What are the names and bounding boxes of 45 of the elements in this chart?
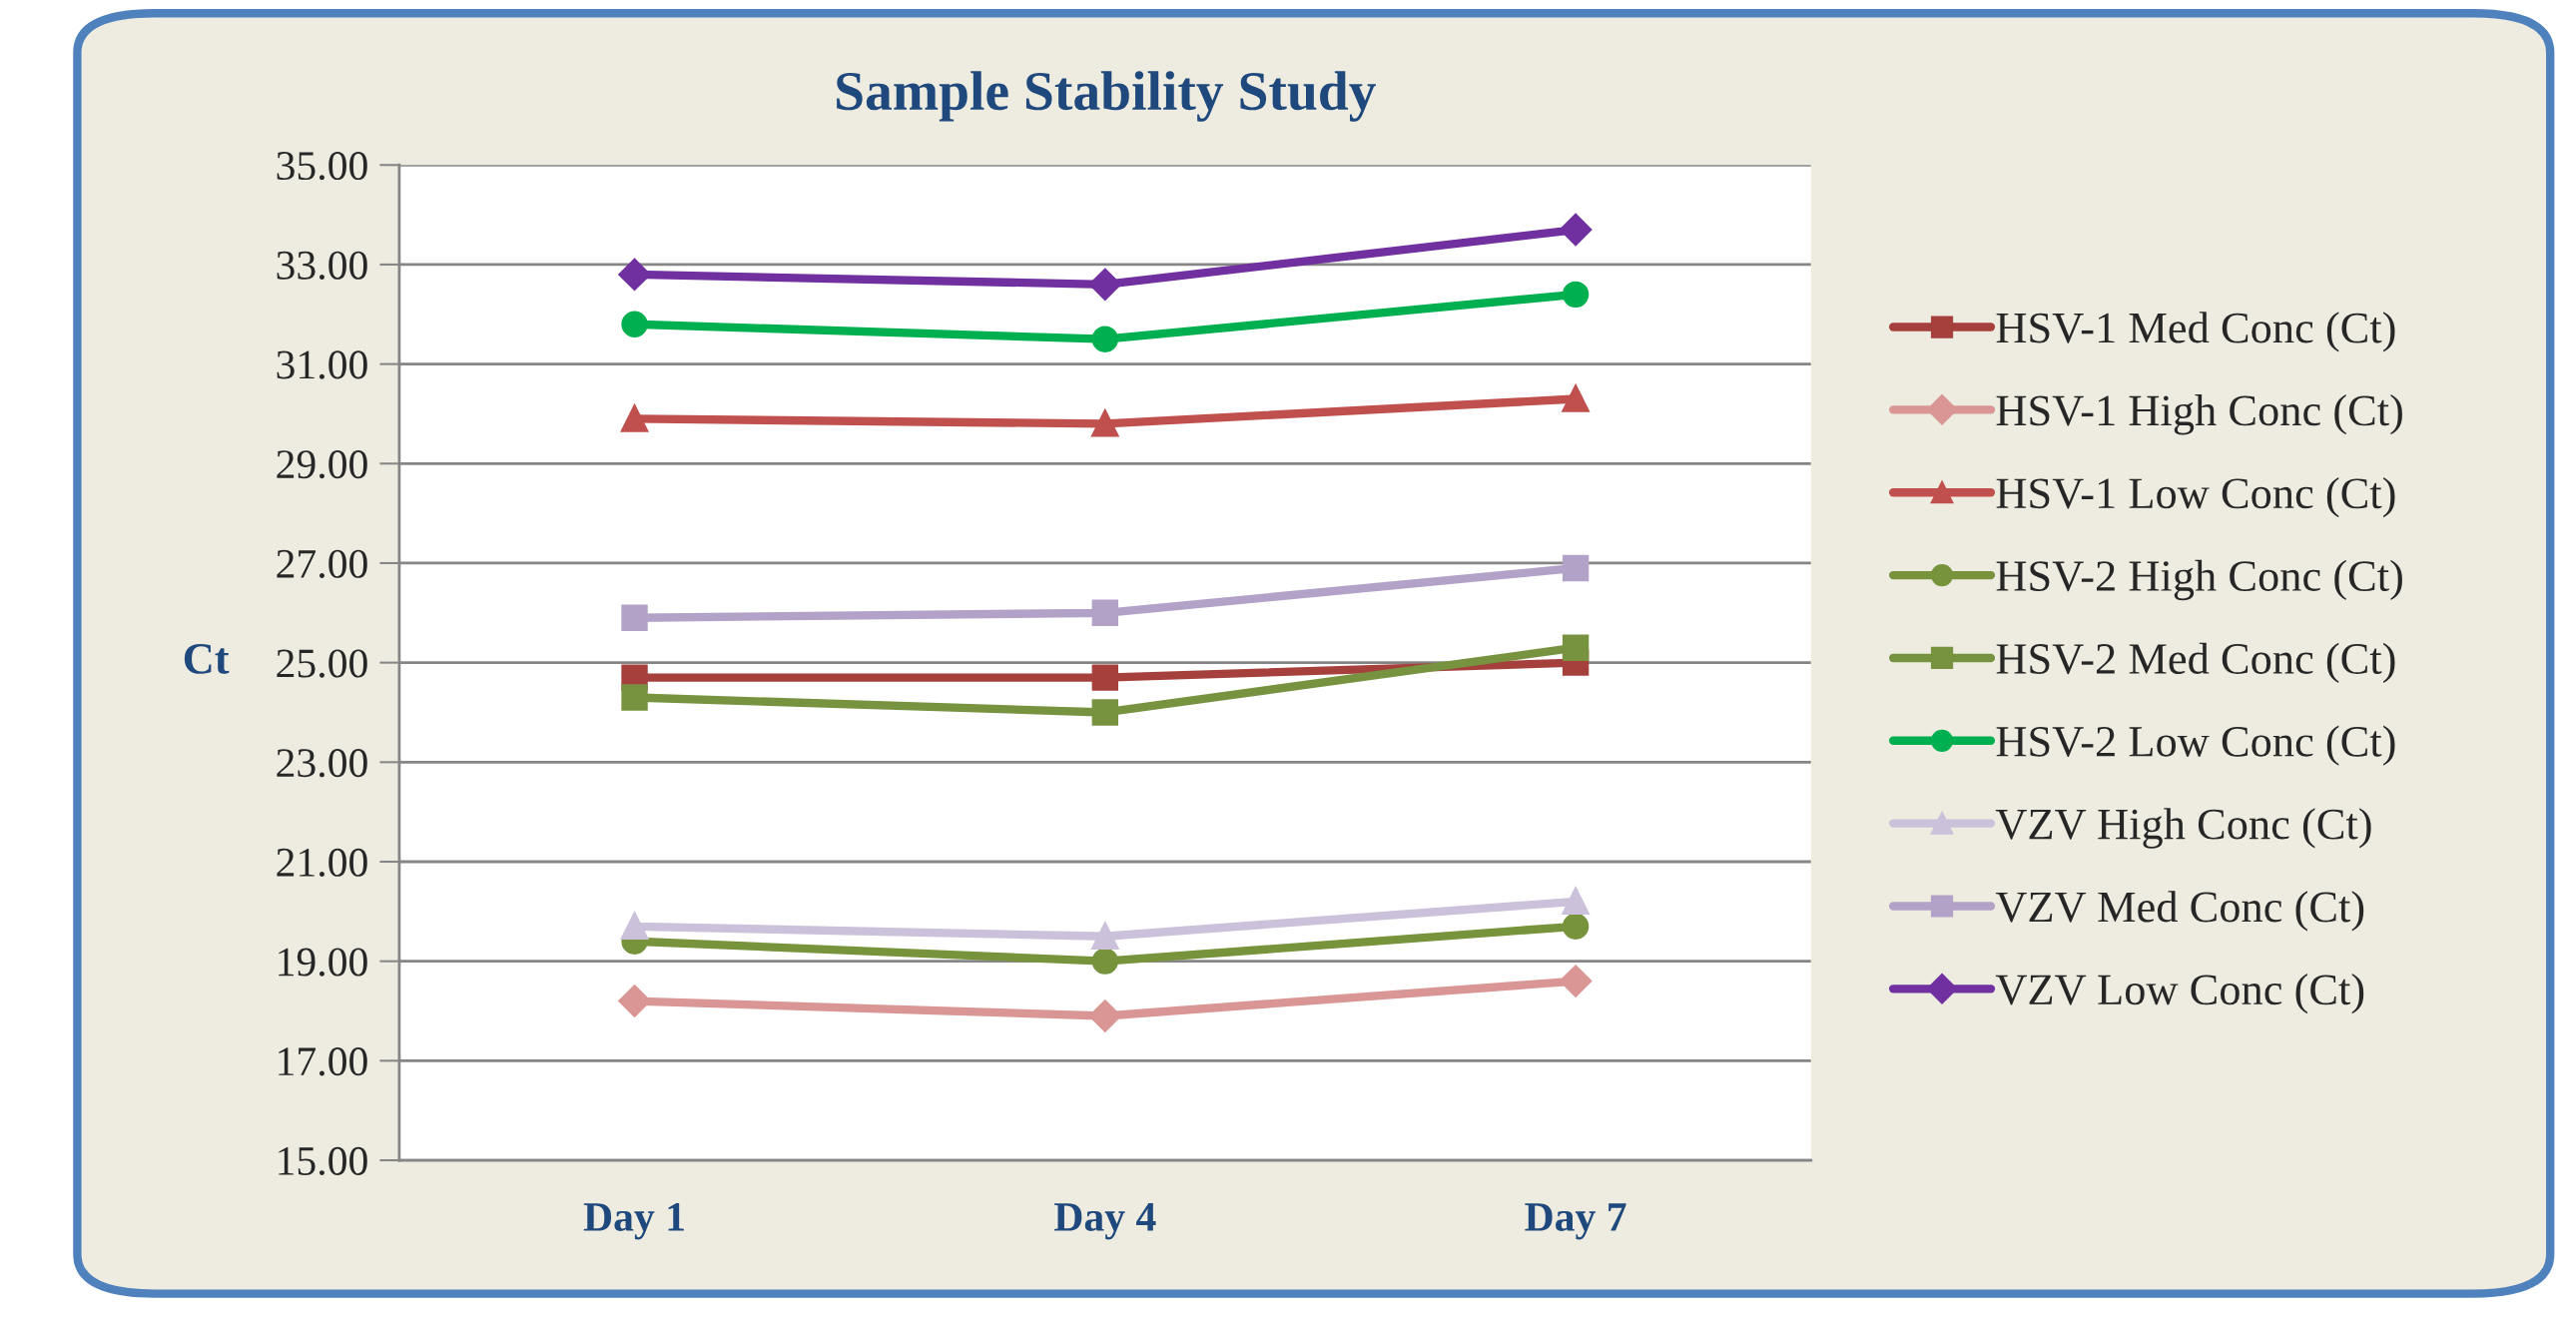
point: [1560, 214, 1592, 246]
point: [1561, 886, 1591, 916]
point: [621, 684, 648, 711]
point: [1562, 554, 1590, 582]
point: [620, 911, 649, 940]
point: [1091, 948, 1119, 975]
point: [1562, 913, 1590, 940]
y-axis-title: Ct: [184, 643, 230, 674]
legend-label: HSV-1 Low Conc (Ct): [1996, 476, 2395, 518]
point: [1560, 965, 1592, 997]
y-tick-label: 35.00: [277, 152, 367, 181]
legend-label: VZV Low Conc (Ct): [1995, 974, 2364, 1014]
point: [621, 604, 648, 631]
point: [1088, 269, 1121, 301]
point: [1088, 999, 1121, 1032]
legend-label: HSV-1 High Conc (Ct): [1996, 394, 2402, 435]
y-tick-label: 17.00: [279, 1047, 367, 1076]
point: [1091, 599, 1119, 627]
point: [1091, 699, 1119, 726]
y-tick-label: 29.00: [277, 450, 367, 479]
legend-label: VZV Med Conc (Ct): [1995, 891, 2364, 932]
y-tick-label: 23.00: [277, 749, 367, 778]
legend-label: HSV-2 High Conc (Ct): [1996, 559, 2402, 601]
legend-label: HSV-1 Med Conc (Ct): [1996, 312, 2395, 352]
legend-label: HSV-2 Low Conc (Ct): [1996, 725, 2395, 766]
y-tick-label: 21.00: [277, 848, 367, 878]
x-tick-label: Day 4: [1054, 1203, 1156, 1240]
point: [1562, 281, 1590, 309]
chart-title: Sample Stability Study: [837, 71, 1376, 122]
point: [1562, 634, 1590, 661]
x-tick-label: Day 1: [583, 1202, 684, 1240]
legend-label: VZV High Conc (Ct): [1995, 808, 2371, 849]
y-tick-label: 31.00: [277, 350, 367, 379]
point: [618, 985, 651, 1017]
y-tick-label: 27.00: [277, 549, 367, 579]
legend-label: HSV-2 Med Conc (Ct): [1996, 642, 2395, 683]
point: [1090, 921, 1119, 950]
point: [621, 311, 648, 337]
y-tick-label: 15.00: [279, 1146, 367, 1176]
y-tick-label: 33.00: [277, 251, 367, 280]
point: [1091, 326, 1119, 352]
y-tick-label: 19.00: [279, 948, 367, 977]
x-tick-label: Day 7: [1525, 1203, 1626, 1240]
y-tick-label: 25.00: [277, 649, 367, 678]
point: [1091, 664, 1119, 691]
